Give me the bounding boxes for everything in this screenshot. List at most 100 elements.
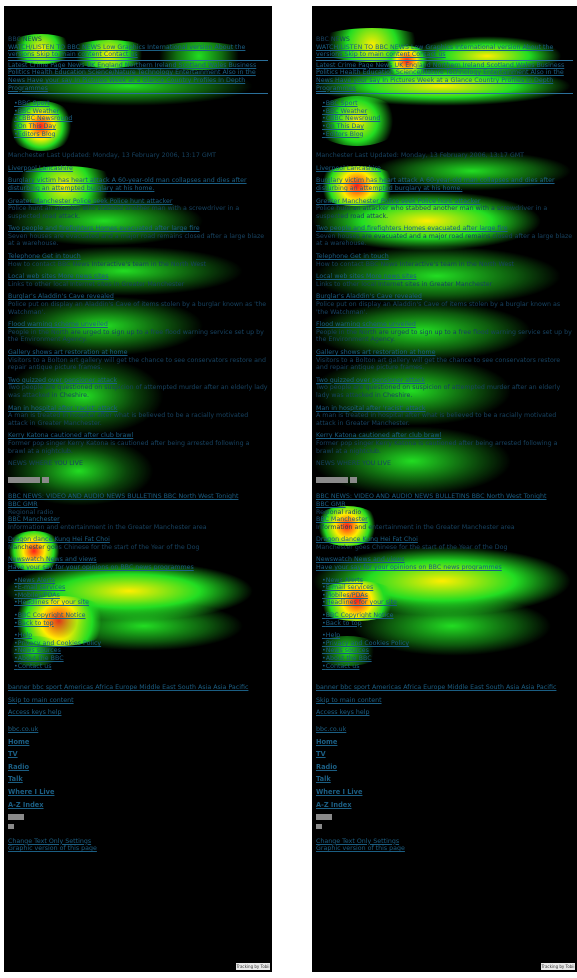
story-title[interactable]: Gallery shows art restoration at home xyxy=(316,349,436,356)
nav-tv[interactable]: TV xyxy=(316,750,326,759)
story-title[interactable]: Greater Manchester Police seek Police hu… xyxy=(316,197,481,205)
service-link[interactable]: E-mail services xyxy=(8,584,268,592)
header-skip-links[interactable]: WATCH/LISTEN TO BBC NEWS Low Graphics In… xyxy=(8,43,246,59)
nav-tv[interactable]: TV xyxy=(8,750,18,759)
skip-content-link[interactable]: Skip to main content xyxy=(8,696,74,704)
story-title[interactable]: Telephone Get in touch xyxy=(8,253,81,261)
service-link[interactable]: News Alerts xyxy=(8,577,268,585)
section-links[interactable]: Liverpool Lancashire xyxy=(8,164,73,172)
search-button[interactable] xyxy=(316,823,322,829)
help-link[interactable]: News sources xyxy=(316,647,573,655)
bulletins-title[interactable]: BBC NEWS: VIDEO AND AUDIO NEWS BULLETINS… xyxy=(316,493,547,501)
story-title[interactable]: Burglary victim has heart attack A 60-ye… xyxy=(8,177,247,192)
help-link[interactable]: News sources xyxy=(8,647,268,655)
story-title[interactable]: Telephone Get in touch xyxy=(316,253,389,261)
go-button[interactable] xyxy=(350,476,357,483)
story-title[interactable]: Burglary victim has heart attack A 60-ye… xyxy=(316,177,555,192)
story-title[interactable]: Man in hospital after 'racist' attack xyxy=(316,404,426,412)
story-title[interactable]: Burglar's Aladdin's Cave revealed xyxy=(8,293,114,301)
sidebar-item[interactable]: CBBC Newsround xyxy=(316,115,573,123)
newswatch-body[interactable]: Have your say for your opinions on BBC n… xyxy=(8,564,194,572)
story-title[interactable]: Local web sites More news sites xyxy=(8,273,109,281)
nav-a-z-index[interactable]: A-Z Index xyxy=(8,800,44,809)
service-link[interactable]: Mobiles/PDAs xyxy=(8,592,268,600)
story-title[interactable]: Kerry Katona cautioned after club brawl xyxy=(316,432,442,440)
sidebar-item[interactable]: On This Day xyxy=(8,123,268,131)
nav-home[interactable]: Home xyxy=(8,737,30,746)
sidebar-item[interactable]: Editors Blog xyxy=(8,131,268,139)
story-title[interactable]: Flood warning scheme unveiled xyxy=(8,321,108,329)
sidebar-item[interactable]: On This Day xyxy=(316,123,573,131)
story-title[interactable]: Kerry Katona cautioned after club brawl xyxy=(8,432,134,440)
bulletins-sub[interactable]: BBC GMR xyxy=(316,500,346,508)
service-link[interactable]: Mobiles/PDAs xyxy=(316,592,573,600)
help-link[interactable]: Privacy and Cookies Policy xyxy=(8,640,268,648)
newswatch-title[interactable]: Newswatch News and views xyxy=(8,556,97,564)
help-link[interactable]: Privacy and Cookies Policy xyxy=(316,640,573,648)
header-skip-links[interactable]: WATCH/LISTEN TO BBC NEWS Low Graphics In… xyxy=(316,43,554,59)
bottom-nav[interactable]: banner bbc sport Americas Africa Europe … xyxy=(316,684,557,692)
nav-where-i-live[interactable]: Where I Live xyxy=(316,787,363,796)
story-title[interactable]: Two quizzed over pensioner attack xyxy=(316,376,426,384)
sidebar-item[interactable]: CBBC Newsround xyxy=(8,115,268,123)
site-link[interactable]: bbc.co.uk xyxy=(316,725,347,733)
region-select[interactable] xyxy=(316,476,348,483)
sidebar-item[interactable]: BBC Weather xyxy=(8,108,268,116)
section-links[interactable]: Liverpool Lancashire xyxy=(316,164,381,172)
sidebar-item[interactable]: BBC Sport xyxy=(316,100,573,108)
sidebar-item[interactable]: BBC Sport xyxy=(8,100,268,108)
access-keys-link[interactable]: Access keys help xyxy=(8,709,62,717)
nav-talk[interactable]: Talk xyxy=(316,775,331,784)
search-input[interactable] xyxy=(8,814,24,821)
story-title[interactable]: Two people and firefighters Homes evacua… xyxy=(8,225,200,233)
bbc-manchester-link[interactable]: BBC Manchester xyxy=(316,516,368,524)
service-link[interactable]: Headlines for your site xyxy=(316,599,573,607)
help-link[interactable]: Help xyxy=(316,632,573,640)
header-latest-links[interactable]: Latest Crime Page News UK England Northe… xyxy=(316,61,565,92)
bottom-nav[interactable]: banner bbc sport Americas Africa Europe … xyxy=(8,684,249,692)
help-link[interactable]: Help xyxy=(8,632,268,640)
settings-link[interactable]: Change Text Only Settings xyxy=(316,837,400,845)
service-link[interactable]: Headlines for your site xyxy=(8,599,268,607)
bulletins-title[interactable]: BBC NEWS: VIDEO AND AUDIO NEWS BULLETINS… xyxy=(8,493,239,501)
skip-content-link[interactable]: Skip to main content xyxy=(316,696,382,704)
story-title[interactable]: Man in hospital after 'racist' attack xyxy=(8,404,118,412)
bbc-manchester-link[interactable]: BBC Manchester xyxy=(8,516,60,524)
help-link[interactable]: Contact us xyxy=(8,663,268,671)
graphic-version-link[interactable]: Graphic version of this page xyxy=(8,845,97,853)
nav-radio[interactable]: Radio xyxy=(316,762,338,771)
nav-radio[interactable]: Radio xyxy=(8,762,30,771)
legal-link[interactable]: BBC Copyright Notice xyxy=(8,612,268,620)
nav-a-z-index[interactable]: A-Z Index xyxy=(316,800,352,809)
newswatch-title[interactable]: Newswatch News and views xyxy=(316,556,405,564)
help-link[interactable]: About the BBC xyxy=(316,655,573,663)
go-button[interactable] xyxy=(42,476,49,483)
service-link[interactable]: E-mail services xyxy=(316,584,573,592)
sidebar-item[interactable]: BBC Weather xyxy=(316,108,573,116)
legal-link[interactable]: BBC Copyright Notice xyxy=(316,612,573,620)
nav-home[interactable]: Home xyxy=(316,737,338,746)
dragon-title[interactable]: Dragon dance Kung Hei Fat Choi xyxy=(8,536,110,544)
graphic-version-link[interactable]: Graphic version of this page xyxy=(316,845,405,853)
story-title[interactable]: Two quizzed over pensioner attack xyxy=(8,376,118,384)
sidebar-item[interactable]: Editors Blog xyxy=(316,131,573,139)
story-title[interactable]: Flood warning scheme unveiled xyxy=(316,321,416,329)
nav-where-i-live[interactable]: Where I Live xyxy=(8,787,55,796)
help-link[interactable]: About the BBC xyxy=(8,655,268,663)
newswatch-body[interactable]: Have your say for your opinions on BBC n… xyxy=(316,564,502,572)
story-title[interactable]: Local web sites More news sites xyxy=(316,273,417,281)
help-link[interactable]: Contact us xyxy=(316,663,573,671)
access-keys-link[interactable]: Access keys help xyxy=(316,709,370,717)
story-title[interactable]: Burglar's Aladdin's Cave revealed xyxy=(316,293,422,301)
story-title[interactable]: Gallery shows art restoration at home xyxy=(8,349,128,356)
service-link[interactable]: News Alerts xyxy=(316,577,573,585)
search-button[interactable] xyxy=(8,823,14,829)
settings-link[interactable]: Change Text Only Settings xyxy=(8,837,92,845)
site-link[interactable]: bbc.co.uk xyxy=(8,725,39,733)
bulletins-sub[interactable]: BBC GMR xyxy=(8,500,38,508)
story-title[interactable]: Greater Manchester Police seek Police hu… xyxy=(8,197,173,205)
legal-link[interactable]: Back to top xyxy=(316,620,573,628)
story-title[interactable]: Two people and firefighters Homes evacua… xyxy=(316,225,508,233)
region-select[interactable] xyxy=(8,476,40,483)
search-input[interactable] xyxy=(316,814,332,821)
